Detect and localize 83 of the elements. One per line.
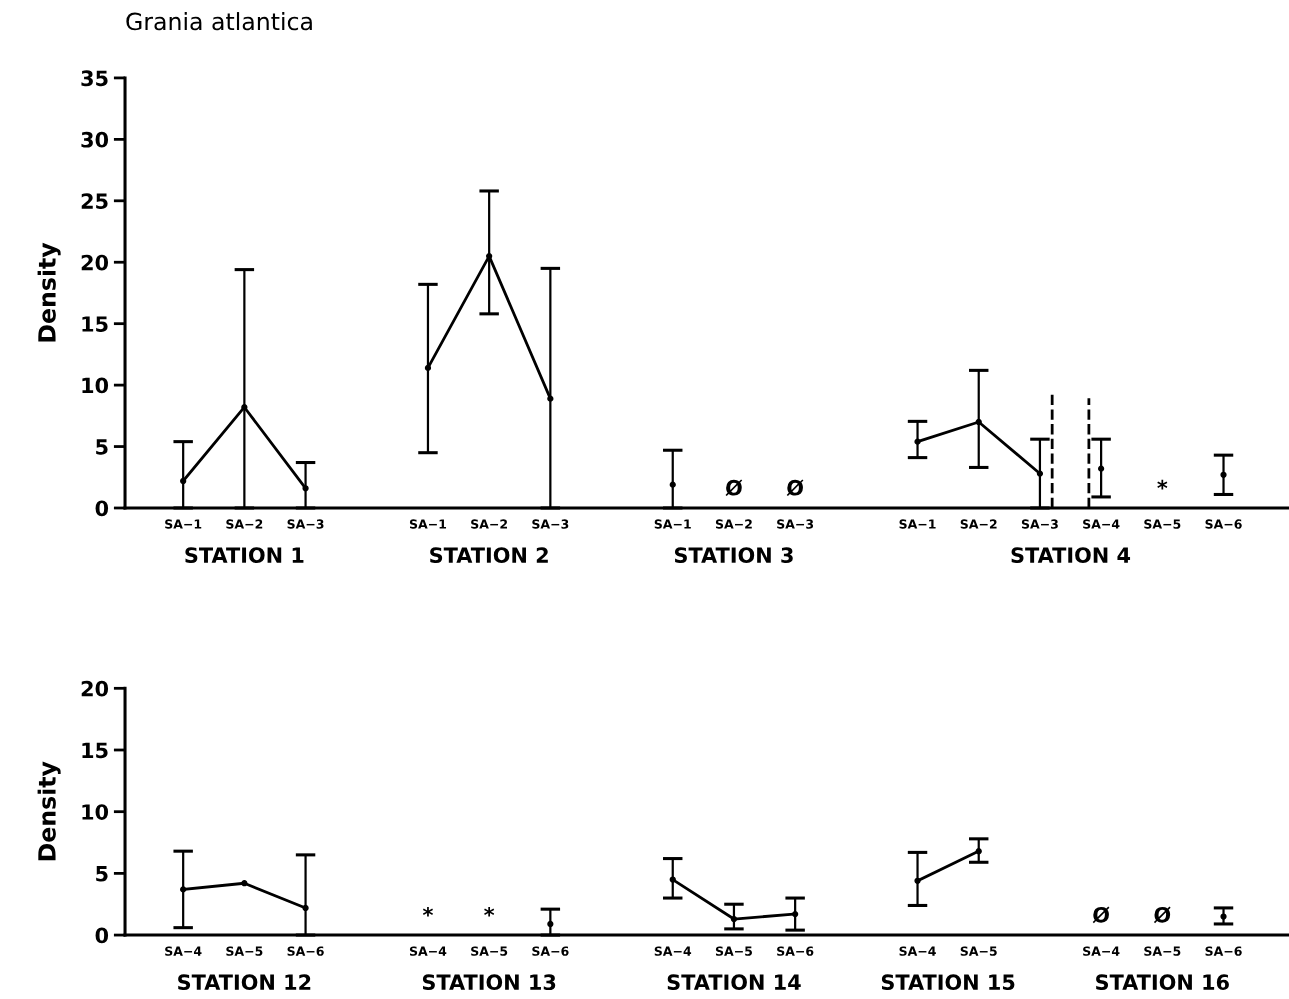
x-tick-label: SA−5 [715,946,752,956]
x-tick-label: SA−2 [471,519,507,529]
x-tick-label: SA−3 [1021,519,1058,529]
x-tick-label: SA−6 [777,946,814,956]
y-tick-label: 20 [81,254,109,271]
text: STATION 14 [667,974,801,991]
point [1036,470,1044,477]
x-tick-label: SA−4 [1083,946,1120,956]
point [241,404,248,411]
text: * [484,906,495,917]
text: Ø [1153,906,1171,924]
x-tick-label: SA−1 [899,519,936,529]
x-tick-label: SA−5 [226,946,263,956]
y-tick-label: 15 [82,316,108,332]
y-tick-label: 10 [82,377,109,394]
point [914,438,921,445]
text: Ø [786,479,804,497]
x-tick-label: SA−2 [960,519,997,529]
y-tick-label: 0 [95,927,109,944]
x-tick-label: SA−3 [532,519,569,529]
point [302,904,309,912]
y-tick-label: 15 [82,742,108,759]
point [241,880,248,887]
y-tick-label: 10 [82,804,109,820]
x-tick-label: SA−5 [1144,519,1181,529]
text: STATION 12 [178,974,311,991]
point [547,920,554,928]
x-tick-label: SA−5 [1144,946,1181,956]
point [730,915,738,923]
y-tick-label: 20 [81,680,109,697]
y-tick-label: 5 [96,439,108,455]
point [302,485,309,492]
text: STATION 16 [1096,974,1229,991]
y-tick-label: 25 [81,193,108,210]
x-tick-label: SA−4 [409,946,447,956]
x-tick-label: SA−5 [471,946,508,956]
text: Ø [1092,906,1110,924]
point [486,252,493,260]
y-axis-title: Density [37,242,61,342]
y-tick-label: 30 [81,131,109,148]
y-tick-label: 5 [96,866,108,882]
x-tick-label: SA−3 [287,519,324,529]
point [180,477,187,485]
point [669,876,676,883]
x-tick-label: SA−6 [532,946,569,956]
point [1220,471,1227,478]
y-axis-title: Density [37,761,61,861]
point [914,877,921,884]
x-tick-label: SA−5 [960,946,997,956]
chart-title: Grania atlantica [126,12,312,31]
text: Ø [725,479,743,497]
x-tick-label: SA−6 [1205,519,1242,529]
x-tick-label: SA−2 [226,519,263,529]
text: STATION 4 [1011,547,1131,564]
point [1098,465,1105,472]
text: STATION 2 [430,547,548,564]
x-tick-label: SA−1 [409,519,447,529]
text: STATION 15 [881,974,1015,991]
point [180,886,187,893]
text: STATION 13 [422,974,556,991]
x-tick-label: SA−4 [654,946,692,956]
x-tick-label: SA−4 [899,946,936,956]
x-tick-label: SA−6 [1205,946,1242,956]
point [547,395,554,402]
x-tick-label: SA−2 [715,519,752,529]
x-tick-label: SA−6 [287,946,324,956]
text: STATION 3 [674,547,793,564]
x-tick-label: SA−1 [165,519,202,529]
point [1220,913,1227,920]
point [975,848,982,855]
x-tick-label: SA−4 [165,946,202,956]
point [975,418,982,426]
x-tick-label: SA−3 [777,519,814,529]
x-tick-label: SA−1 [654,519,691,529]
text: * [1157,479,1168,490]
text: STATION 1 [185,547,304,564]
point [424,364,432,372]
point [669,481,676,488]
x-tick-label: SA−4 [1083,519,1120,529]
y-tick-label: 0 [95,500,109,517]
point [792,910,799,918]
text: * [422,906,433,917]
y-tick-label: 35 [81,70,108,87]
